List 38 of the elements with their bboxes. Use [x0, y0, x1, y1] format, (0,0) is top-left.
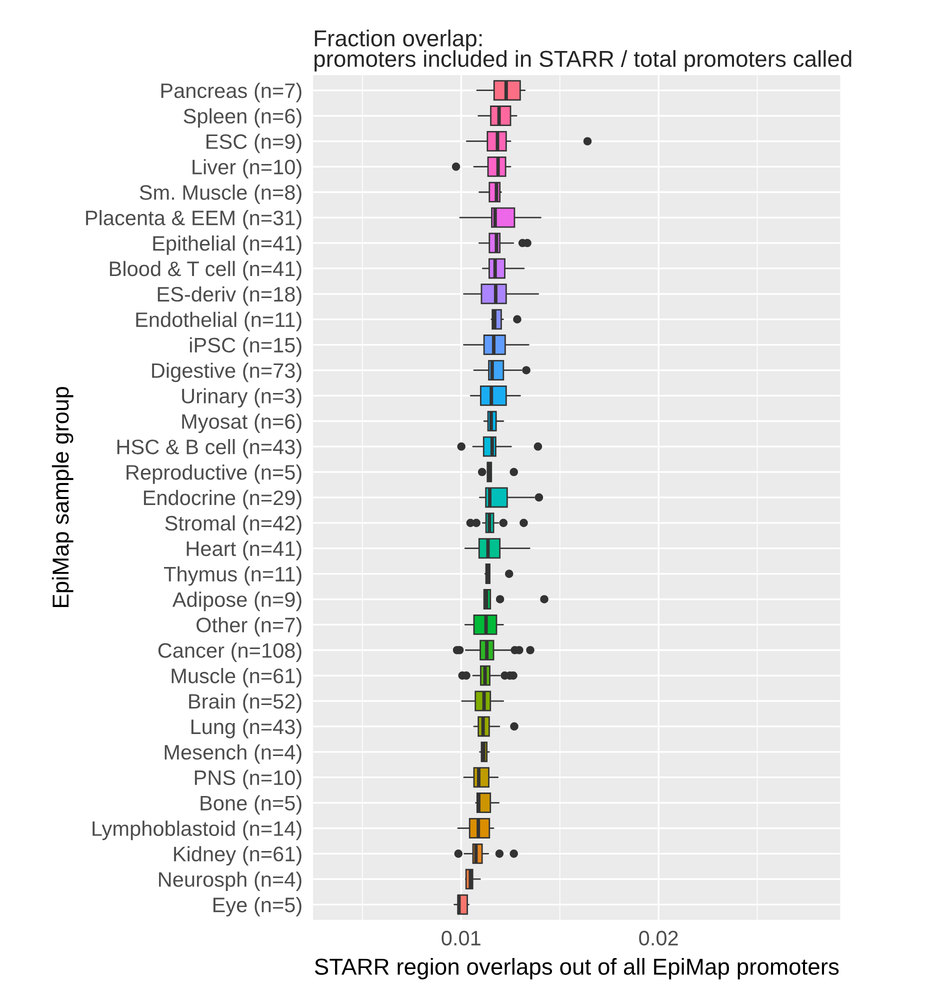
- y-tick-label: PNS (n=10): [194, 770, 302, 790]
- y-axis-title: EpiMap sample group: [52, 386, 74, 608]
- chart-title: Fraction overlap: promoters included in STARR / total promoters called: [314, 30, 852, 72]
- y-tick-label: Thymus (n=11): [164, 566, 302, 586]
- x-tick-label: 0.02: [639, 930, 678, 946]
- y-tick-label: Digestive (n=73): [152, 362, 302, 382]
- y-tick-label: Sm. Muscle (n=8): [140, 184, 302, 204]
- y-tick-label: Urinary (n=3): [182, 388, 302, 408]
- y-tick-label: Heart (n=41): [186, 540, 302, 560]
- y-tick-label: Mesench (n=4): [164, 744, 302, 764]
- y-tick-label: ESC (n=9): [206, 134, 302, 154]
- y-tick-label: Kidney (n=61): [174, 846, 302, 866]
- y-tick-label: Epithelial (n=41): [153, 235, 302, 255]
- y-tick-label: iPSC (n=15): [190, 337, 302, 357]
- y-tick-label: Spleen (n=6): [184, 108, 302, 128]
- y-tick-label: Muscle (n=61): [172, 668, 302, 688]
- y-tick-label: Adipose (n=9): [172, 592, 302, 612]
- y-tick-label: Stromal (n=42): [165, 515, 302, 535]
- y-tick-label: Pancreas (n=7): [161, 82, 302, 102]
- y-tick-label: HSC & B cell (n=43): [117, 439, 302, 458]
- y-tick-label: Placenta & EEM (n=31): [86, 210, 302, 230]
- x-tick-label: 0.01: [442, 930, 480, 946]
- x-axis-title: STARR region overlaps out of all EpiMap promoters: [314, 958, 839, 980]
- y-tick-label: Neurosph (n=4): [159, 872, 302, 891]
- y-tick-label: Cancer (n=108): [158, 642, 302, 662]
- y-tick-label: Blood & T cell (n=41): [110, 260, 302, 280]
- y-tick-label: Myosat (n=6): [182, 414, 302, 433]
- y-tick-label: Lymphoblastoid (n=14): [92, 820, 302, 840]
- y-tick-label: Liver (n=10): [192, 159, 302, 179]
- y-tick-label: Bone (n=5): [200, 795, 302, 815]
- y-tick-label: ES-deriv (n=18): [158, 286, 302, 306]
- y-tick-label: Lung (n=43): [191, 718, 302, 738]
- y-tick-label: Other (n=7): [196, 617, 302, 637]
- y-tick-label: Endothelial (n=11): [136, 312, 302, 332]
- y-tick-label: Endocrine (n=29): [144, 490, 302, 510]
- y-tick-label: Brain (n=52): [189, 693, 302, 713]
- y-tick-label: Reproductive (n=5): [126, 464, 302, 484]
- y-tick-label: Eye (n=5): [213, 897, 302, 916]
